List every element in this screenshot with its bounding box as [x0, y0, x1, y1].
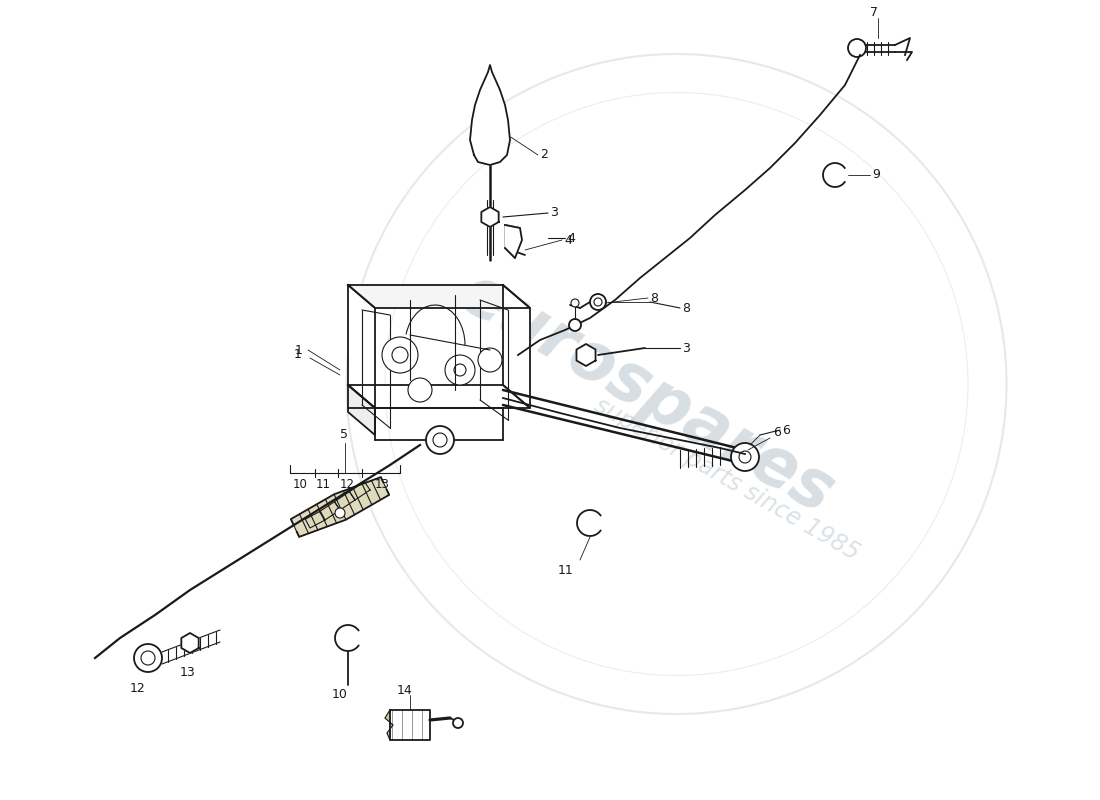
Polygon shape: [348, 285, 375, 408]
Text: 1: 1: [295, 343, 302, 357]
Text: superior parts since 1985: superior parts since 1985: [590, 393, 864, 565]
Circle shape: [336, 508, 345, 518]
Circle shape: [446, 355, 475, 385]
Text: 7: 7: [870, 6, 878, 18]
Polygon shape: [319, 502, 340, 520]
Polygon shape: [348, 385, 375, 435]
Polygon shape: [348, 285, 530, 308]
Polygon shape: [290, 477, 389, 537]
Circle shape: [848, 39, 866, 57]
Polygon shape: [306, 511, 324, 528]
Polygon shape: [182, 633, 199, 653]
Circle shape: [141, 651, 155, 665]
Text: 12: 12: [340, 478, 355, 491]
Circle shape: [571, 299, 579, 307]
Polygon shape: [390, 710, 430, 740]
Text: 1: 1: [294, 349, 302, 362]
Circle shape: [392, 347, 408, 363]
Text: 11: 11: [316, 478, 331, 491]
Circle shape: [732, 443, 759, 471]
Text: 4: 4: [566, 231, 575, 245]
Polygon shape: [576, 344, 595, 366]
Text: 14: 14: [397, 683, 412, 697]
Circle shape: [594, 298, 602, 306]
Text: 8: 8: [650, 291, 658, 305]
Text: 9: 9: [872, 169, 880, 182]
Text: 10: 10: [293, 478, 308, 491]
Polygon shape: [505, 225, 522, 258]
Text: 3: 3: [682, 342, 690, 354]
Text: 6: 6: [773, 426, 781, 438]
Circle shape: [478, 348, 502, 372]
Circle shape: [426, 426, 454, 454]
Polygon shape: [350, 482, 370, 500]
Polygon shape: [348, 385, 530, 408]
Circle shape: [408, 378, 432, 402]
Text: 6: 6: [782, 423, 790, 437]
Text: 11: 11: [558, 563, 574, 577]
Circle shape: [454, 364, 466, 376]
Text: 10: 10: [332, 689, 348, 702]
Circle shape: [569, 319, 581, 331]
Text: 3: 3: [550, 206, 558, 219]
Text: 2: 2: [540, 149, 548, 162]
Circle shape: [433, 433, 447, 447]
Text: 5: 5: [340, 429, 348, 442]
Polygon shape: [503, 285, 530, 408]
Polygon shape: [385, 710, 393, 740]
Polygon shape: [482, 207, 498, 227]
Text: 8: 8: [682, 302, 690, 314]
Circle shape: [590, 294, 606, 310]
Text: 13: 13: [375, 478, 389, 491]
Text: eurospares: eurospares: [448, 260, 846, 528]
Polygon shape: [470, 65, 510, 165]
Circle shape: [453, 718, 463, 728]
Text: 4: 4: [564, 234, 572, 246]
Polygon shape: [334, 492, 355, 510]
Text: 12: 12: [130, 682, 146, 694]
Circle shape: [134, 644, 162, 672]
Circle shape: [382, 337, 418, 373]
Circle shape: [739, 451, 751, 463]
Text: 13: 13: [180, 666, 196, 679]
